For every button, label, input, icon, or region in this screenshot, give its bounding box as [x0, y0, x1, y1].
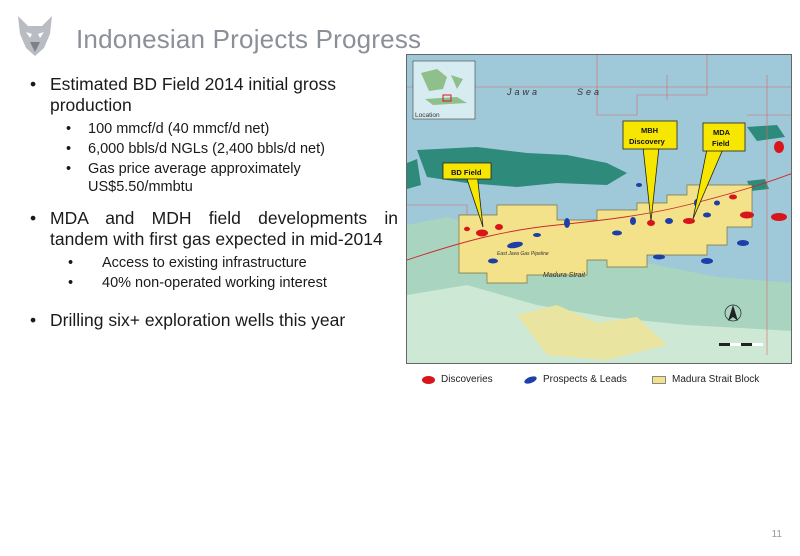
svg-text:Field: Field [712, 139, 730, 148]
legend-block: Madura Strait Block [652, 374, 759, 385]
pipeline-label: East Java Gas Pipeline [497, 251, 549, 257]
gas-pipeline [407, 173, 791, 261]
svg-text:BD Field: BD Field [451, 168, 482, 177]
sub-bullets-mda: Access to existing infrastructure 40% no… [28, 254, 398, 292]
sub-bullet: 6,000 bbls/d NGLs (2,400 bbls/d net) [28, 140, 398, 158]
svg-text:Discovery: Discovery [629, 137, 666, 146]
sea-label-sea: Sea [577, 87, 602, 97]
bullet-drilling: Drilling six+ exploration wells this yea… [28, 310, 398, 331]
callout-mda-field: MDA Field [692, 122, 746, 220]
sub-bullet: 40% non-operated working interest [28, 274, 398, 292]
page-number: 11 [771, 529, 782, 540]
block-swatch-icon [652, 375, 666, 384]
svg-text:MDA: MDA [713, 128, 731, 137]
scale-bar [719, 343, 763, 346]
slide-title: Indonesian Projects Progress [76, 24, 422, 54]
sub-bullets-bd: 100 mmcf/d (40 mmcf/d net) 6,000 bbls/d … [28, 120, 398, 196]
madura-strait-map: Location Jawa Sea Madura Strait East Jav… [406, 54, 792, 364]
company-logo [12, 12, 58, 58]
sub-bullet: 100 mmcf/d (40 mmcf/d net) [28, 120, 398, 138]
sub-bullet: Gas price average approximately US$5.50/… [28, 160, 398, 196]
bullet-bd-production: Estimated BD Field 2014 initial gross pr… [28, 74, 398, 116]
svg-text:MBH: MBH [641, 126, 658, 135]
legend-discoveries: Discoveries [422, 374, 493, 385]
location-inset: Location [412, 60, 476, 120]
discoveries-group [464, 141, 787, 237]
map-legend: Discoveries Prospects & Leads Madura Str… [420, 372, 790, 390]
north-arrow-icon [724, 304, 742, 322]
legend-prospects: Prospects & Leads [523, 374, 627, 385]
inset-label: Location [415, 112, 440, 119]
sea-label-jawa: Jawa [506, 87, 540, 97]
bullet-mda-mdh: MDA and MDH field developments in tandem… [28, 208, 398, 250]
madura-strait-block [458, 184, 753, 284]
wolf-head-icon [18, 16, 52, 56]
callout-bd-field: BD Field [442, 162, 492, 228]
madura-strait-label: Madura Strait [543, 272, 586, 279]
discovery-swatch-icon [422, 375, 435, 384]
sub-bullet: Access to existing infrastructure [28, 254, 398, 272]
prospect-swatch-icon [523, 374, 538, 385]
bullet-list: Estimated BD Field 2014 initial gross pr… [28, 74, 398, 335]
callout-mbh-discovery: MBH Discovery [622, 120, 678, 222]
